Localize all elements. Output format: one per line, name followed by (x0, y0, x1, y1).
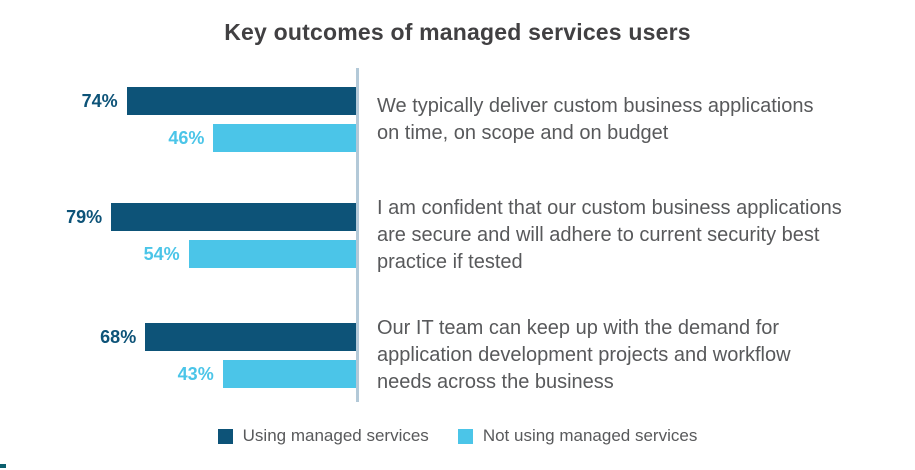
bar-value-label: 68% (100, 326, 137, 347)
bar-chart: 74% 46% We typically deliver custom busi… (0, 68, 915, 402)
bar-row-not-using: 43% (0, 360, 356, 388)
bar-row-not-using: 54% (0, 240, 356, 268)
category-description: We typically deliver custom business app… (377, 94, 814, 144)
axis-line (356, 68, 359, 402)
legend-label: Using managed services (242, 426, 429, 445)
bar-group: 68% 43% Our IT team can keep up with the… (0, 315, 915, 396)
category-description: I am confident that our custom business … (377, 197, 842, 273)
bar-row-using: 74% (0, 87, 356, 115)
bar-value-label: 46% (168, 127, 205, 148)
bar-group: 74% 46% We typically deliver custom busi… (0, 87, 915, 152)
bar-not-using-managed-services (222, 360, 356, 388)
bar-pair: 74% 46% (0, 87, 356, 152)
bar-using-managed-services (145, 323, 356, 351)
bar-using-managed-services (111, 203, 356, 231)
bar-value-label: 54% (143, 243, 180, 264)
bar-row-using: 68% (0, 323, 356, 351)
bar-not-using-managed-services (213, 124, 356, 152)
bar-value-label: 79% (66, 206, 103, 227)
legend: Using managed services Not using managed… (0, 426, 915, 446)
bar-group: 79% 54% I am confident that our custom b… (0, 195, 915, 276)
bar-pair: 68% 43% (0, 323, 356, 388)
bar-row-not-using: 46% (0, 124, 356, 152)
legend-label: Not using managed services (482, 426, 698, 445)
chart-title: Key outcomes of managed services users (224, 19, 691, 45)
legend-swatch-using (217, 428, 233, 444)
corner-mark (0, 464, 6, 468)
bar-using-managed-services (126, 87, 356, 115)
legend-swatch-not-using (457, 428, 473, 444)
bar-row-using: 79% (0, 203, 356, 231)
bar-value-label: 74% (81, 90, 118, 111)
bar-not-using-managed-services (188, 240, 356, 268)
bar-pair: 79% 54% (0, 203, 356, 268)
legend-item-not-using: Not using managed services (457, 426, 698, 446)
bar-value-label: 43% (177, 363, 214, 384)
legend-item-using: Using managed services (217, 426, 429, 446)
category-description: Our IT team can keep up with the demand … (377, 317, 791, 393)
